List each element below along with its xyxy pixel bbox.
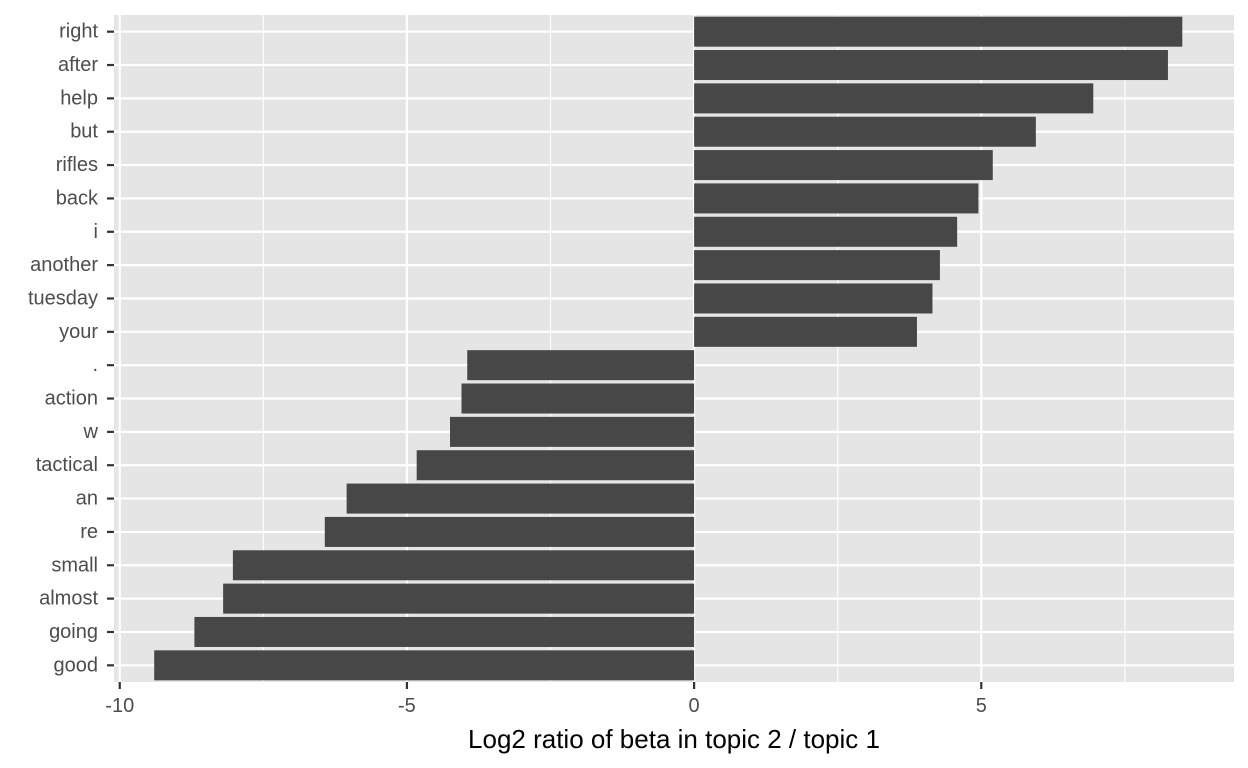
bar-almost — [223, 583, 695, 614]
bar-w — [450, 416, 695, 447]
bar-i — [694, 216, 958, 247]
y-tick-label: back — [56, 187, 99, 209]
bar-small — [232, 550, 695, 581]
y-tick-label: action — [45, 388, 98, 410]
bar-action — [461, 383, 695, 414]
y-tick-label: w — [83, 421, 99, 443]
x-axis: -10 -5 0 5 — [105, 682, 987, 717]
y-axis: right after help but rifles back i another tuesd… — [28, 21, 114, 676]
bar-another — [694, 250, 940, 281]
plot-panel — [114, 15, 1234, 682]
y-tick-label: tuesday — [28, 287, 98, 309]
bar-dot — [467, 350, 695, 381]
x-tick-label: -10 — [105, 695, 134, 717]
y-tick-label: your — [59, 321, 98, 343]
bar-right — [694, 16, 1183, 47]
x-tick-label: 5 — [976, 695, 987, 717]
bar-but — [694, 116, 1036, 147]
bar-going — [194, 616, 695, 647]
bar-after — [694, 50, 1168, 81]
y-tick-label: but — [70, 121, 98, 143]
bar-tactical — [416, 450, 695, 481]
y-tick-label: going — [49, 621, 98, 643]
y-tick-label: re — [80, 521, 98, 543]
bar-help — [694, 83, 1094, 114]
x-tick-label: 0 — [689, 695, 700, 717]
y-tick-label: right — [59, 21, 98, 43]
y-tick-label: an — [76, 488, 98, 510]
bar-re — [324, 516, 695, 547]
bar-rifles — [694, 150, 993, 181]
y-tick-label: after — [58, 54, 98, 76]
y-tick-label: tactical — [36, 454, 98, 476]
bar-back — [694, 183, 979, 214]
bar-your — [694, 316, 917, 347]
x-tick-label: -5 — [398, 695, 416, 717]
bars — [154, 16, 1183, 681]
bar-tuesday — [694, 283, 933, 314]
y-tick-label: small — [51, 554, 98, 576]
bar-an — [346, 483, 695, 514]
x-axis-title: Log2 ratio of beta in topic 2 / topic 1 — [468, 724, 880, 754]
y-tick-label: almost — [39, 588, 98, 610]
bar-good — [154, 650, 695, 681]
y-tick-label: another — [30, 254, 98, 276]
y-tick-label: help — [60, 87, 98, 109]
y-tick-label: i — [94, 221, 98, 243]
y-tick-label: rifles — [56, 154, 98, 176]
y-tick-label: good — [54, 654, 99, 676]
y-tick-label: . — [92, 354, 98, 376]
